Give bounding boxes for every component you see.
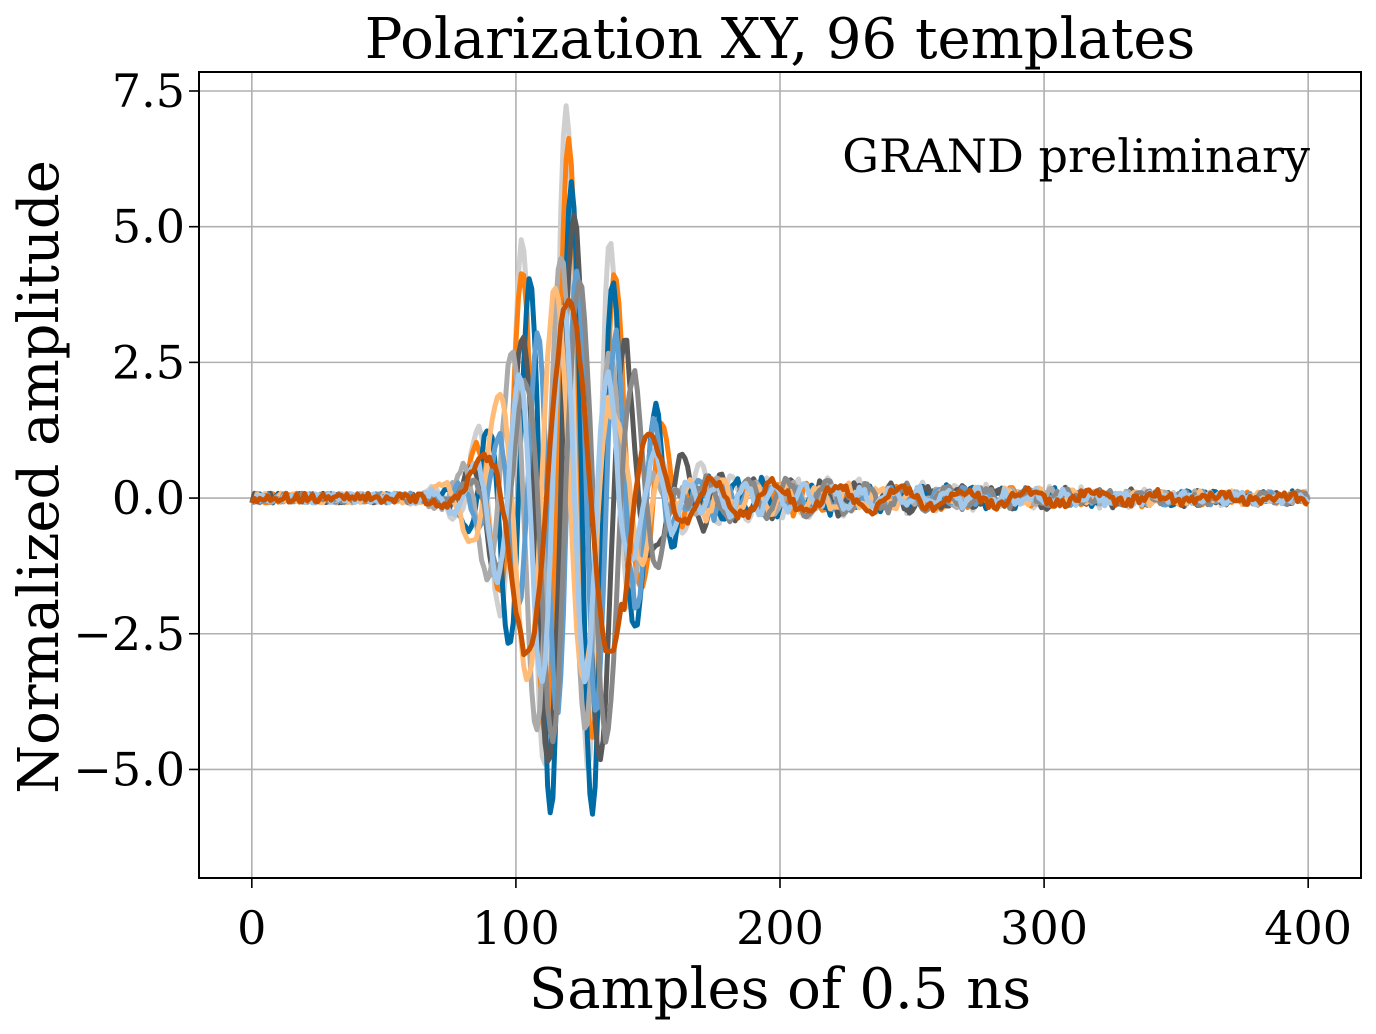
y-axis-label: Normalized amplitude: [7, 160, 72, 794]
y-tick-label: −2.5: [73, 607, 185, 661]
y-tick-label: 0.0: [112, 471, 185, 525]
chart-annotation: GRAND preliminary: [842, 129, 1310, 183]
y-tick-label: 5.0: [112, 200, 185, 254]
template-trace: [249, 297, 1310, 658]
y-axis-ticks: 7.5 5.0 2.5 0.0 −2.5 −5.0: [73, 64, 199, 796]
grid-lines: [199, 72, 1361, 878]
y-tick-label: −5.0: [73, 742, 185, 796]
y-tick-label: 7.5: [112, 64, 185, 118]
x-tick-label: 400: [1264, 901, 1352, 955]
waveform-traces: [249, 103, 1311, 817]
x-tick-label: 300: [1000, 901, 1088, 955]
y-tick-label: 2.5: [112, 335, 185, 389]
x-tick-label: 0: [237, 901, 266, 955]
chart-title: Polarization XY, 96 templates: [365, 7, 1196, 72]
x-tick-label: 200: [736, 901, 824, 955]
x-axis-ticks: 0 100 200 300 400: [237, 878, 1352, 955]
x-axis-label: Samples of 0.5 ns: [529, 957, 1031, 1022]
x-tick-label: 100: [472, 901, 560, 955]
